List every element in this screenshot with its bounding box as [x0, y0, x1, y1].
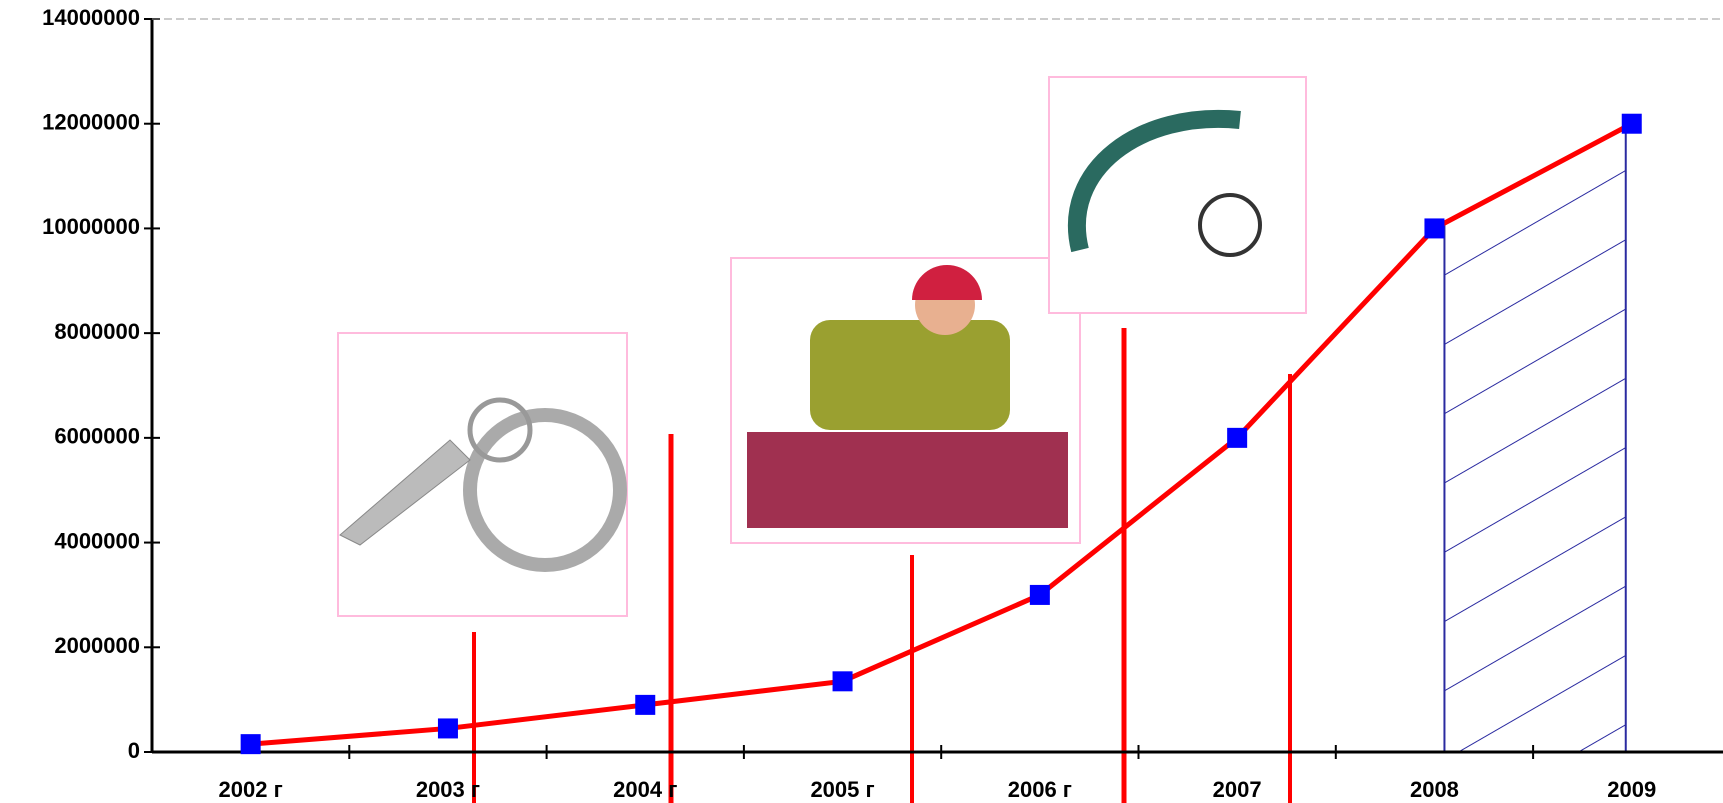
data-point	[833, 671, 853, 691]
data-point	[1622, 114, 1642, 134]
chart: 0 2000000 4000000 6000000 8000000 10000000 120…	[0, 0, 1723, 803]
body	[810, 320, 1010, 430]
data-point	[635, 695, 655, 715]
y-tick-label: 12000000	[42, 110, 140, 135]
x-tick-label: 2005 г	[810, 777, 874, 802]
y-tick-label: 10000000	[42, 214, 140, 239]
data-point	[438, 718, 458, 738]
bricks	[745, 430, 1070, 530]
x-tick-label: 2007	[1213, 777, 1262, 802]
data-point	[1227, 428, 1247, 448]
y-tick-label: 2000000	[54, 633, 140, 658]
x-tick-label: 2008	[1410, 777, 1459, 802]
hatched-area	[1444, 124, 1625, 752]
x-tick-label: 2004 г	[613, 777, 677, 802]
data-point	[1424, 218, 1444, 238]
data-point	[241, 734, 261, 754]
data-point	[1030, 585, 1050, 605]
y-tick-label: 8000000	[54, 319, 140, 344]
x-tick-label: 2006 г	[1008, 777, 1072, 802]
picture-keys	[338, 333, 627, 616]
x-tick-label: 2002 г	[219, 777, 283, 802]
x-tick-label: 2009	[1607, 777, 1656, 802]
x-tick-label: 2003 г	[416, 777, 480, 802]
y-tick-label: 4000000	[54, 528, 140, 553]
y-tick-label: 6000000	[54, 424, 140, 449]
y-tick-label: 14000000	[42, 5, 140, 30]
decorations	[338, 77, 1306, 803]
y-tick-label: 0	[128, 738, 140, 763]
